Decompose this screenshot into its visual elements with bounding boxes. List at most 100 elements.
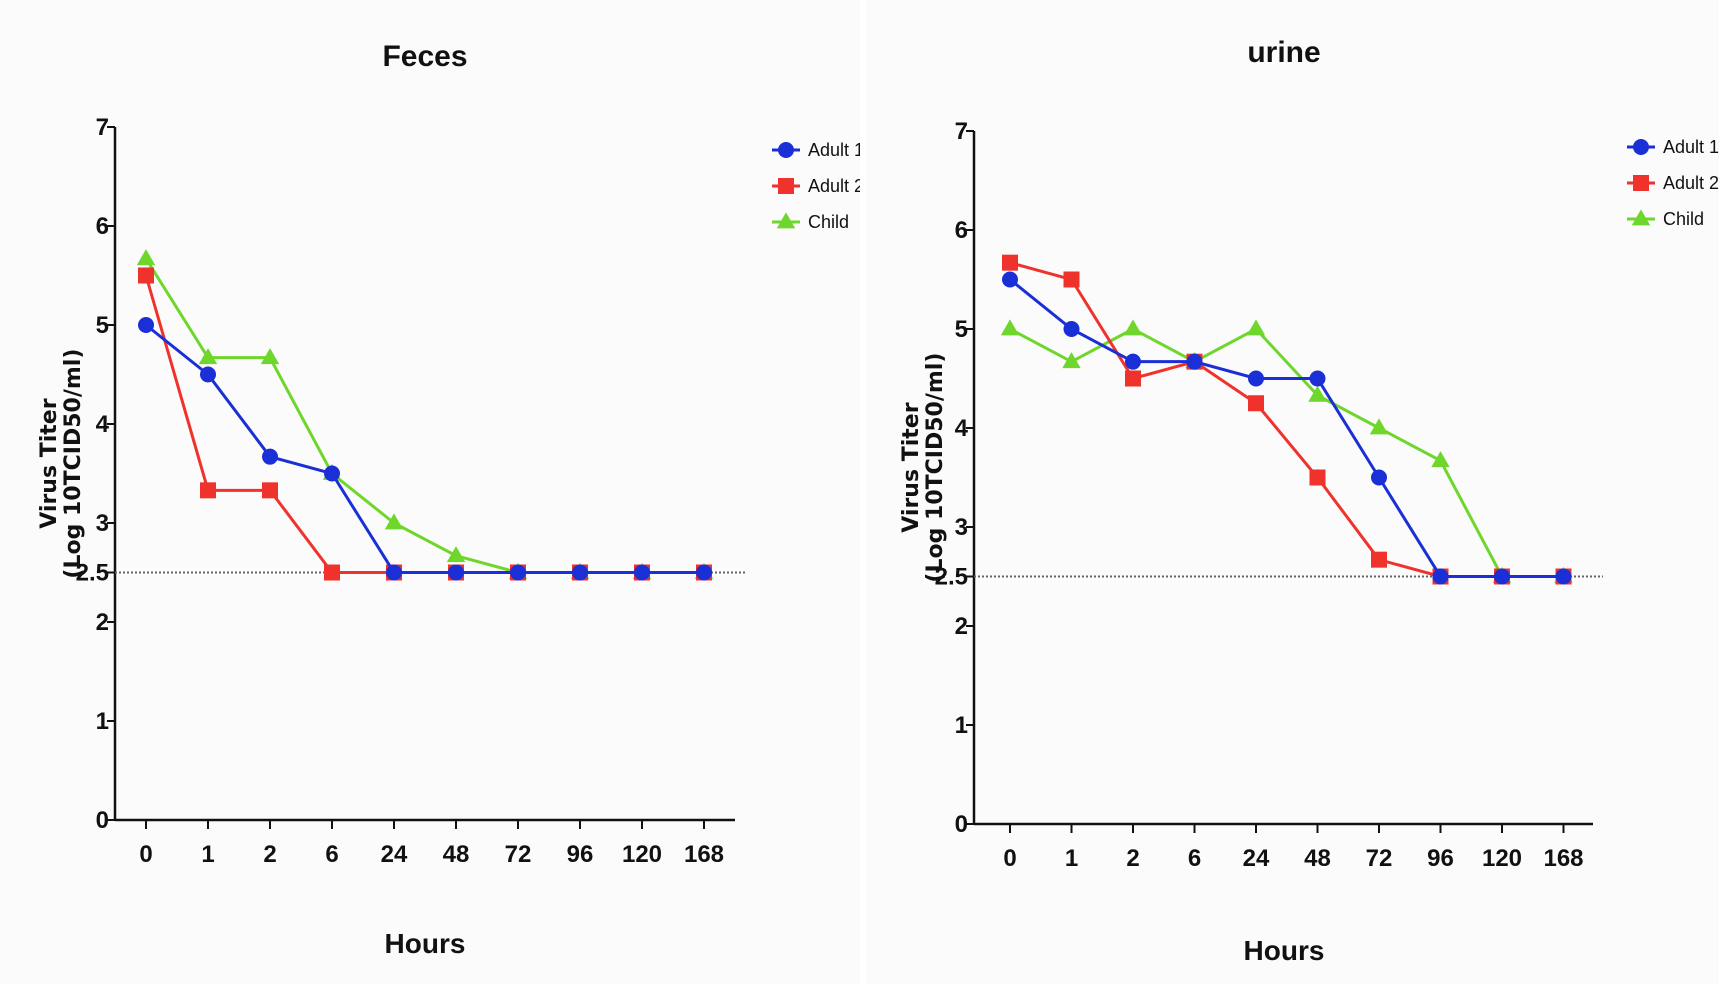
data-point-adult-1 [634,564,650,581]
series-line-child [144,257,704,574]
data-point-child [136,249,156,266]
data-point-adult-1 [1002,271,1018,288]
series-line-adult-2 [144,275,704,574]
x-tick-label: 24 [381,841,408,868]
y-axis-label-line: (Log 10TCID50/ml) [61,349,86,579]
x-tick-label: 48 [1304,845,1331,872]
x-tick-label: 72 [1366,845,1393,872]
x-tick-label: 120 [622,841,662,868]
y-tick-label: 5 [955,316,968,343]
x-tick-label: 1 [1065,845,1078,872]
x-tick-label: 2 [263,841,276,868]
y-tick-label: 4 [955,415,969,442]
feces-chart-panel: Feces Virus Titer(Log 10TCID50/ml) 0 1 2 2.5 3… [37,40,860,959]
x-tick-label: 168 [684,841,724,868]
y-tick-label: 3 [96,510,109,537]
legend-marker [778,178,794,194]
y-tick-label: 7 [96,114,109,141]
data-point-child [1431,451,1450,468]
x-tick-label: 120 [1482,845,1522,872]
y-tick-label: 6 [955,217,968,244]
y-tick-label: 2.5 [76,560,109,587]
x-tick-label: 0 [1003,845,1016,872]
data-point-adult-1 [200,366,216,383]
x-tick-label: 96 [1427,845,1454,872]
data-point-adult-1 [448,564,464,581]
data-point-adult-2 [324,564,340,581]
x-tick-label: 1 [201,841,214,868]
urine-chart-panel: urine Virus Titer(Log 10TCID50/ml) 0 1 2 2.5 3… [866,0,1719,984]
x-tick-label: 96 [567,841,594,868]
legend-marker [776,212,796,229]
data-point-adult-2 [1125,370,1141,387]
y-tick-label: 2.5 [935,564,968,591]
data-point-adult-1 [1309,370,1326,387]
series-line-child [1009,327,1564,578]
feces-chart: Feces Virus Titer(Log 10TCID50/ml) 0 1 2 2.5 3… [37,40,860,959]
y-axis-label: Virus Titer(Log 10TCID50/ml) [37,349,86,579]
urine-chart: urine Virus Titer(Log 10TCID50/ml) 0 1 2 2.5 3… [899,36,1719,966]
data-point-child [1308,385,1327,402]
y-tick-label: 6 [96,213,109,240]
data-point-adult-2 [1309,469,1326,486]
x-tick-label: 168 [1543,845,1583,872]
y-axis-label-line: Virus Titer [899,402,924,532]
chart-title: Feces [382,40,467,73]
data-point-adult-1 [1063,321,1080,337]
x-tick-label: 72 [505,841,532,868]
y-tick-label: 0 [96,807,109,834]
data-point-adult-1 [696,564,712,581]
legend-marker [1631,209,1651,226]
y-tick-label: 0 [955,811,968,838]
data-point-adult-1 [1432,568,1449,585]
data-point-adult-1 [262,448,278,465]
legend-label: Child [808,212,849,232]
data-point-adult-1 [1125,353,1141,370]
data-point-adult-2 [1063,271,1080,288]
data-point-adult-1 [138,317,154,333]
x-tick-label: 48 [443,841,470,868]
y-axis-label-line: (Log 10TCID50/ml) [923,353,948,583]
legend-label: Adult 2 [1663,173,1719,193]
data-point-adult-1 [1494,568,1510,585]
data-point-child [198,348,218,365]
series-line-adult-2 [1009,261,1564,578]
y-tick-label: 2 [955,613,968,640]
series-line-adult-1 [145,323,704,574]
data-point-adult-2 [200,482,216,499]
y-axis-label: Virus Titer(Log 10TCID50/ml) [899,353,948,583]
data-point-adult-1 [1555,568,1572,585]
data-point-child [1123,319,1143,336]
x-tick-label: 24 [1243,845,1270,872]
x-tick-label: 6 [1188,845,1201,872]
y-tick-label: 7 [955,118,968,145]
legend-marker [1633,175,1649,191]
data-point-adult-1 [324,465,340,482]
x-tick-label: 0 [139,841,152,868]
x-tick-label: 2 [1126,845,1139,872]
data-point-adult-2 [1248,395,1264,412]
data-point-adult-1 [1248,370,1264,387]
x-tick-label: 6 [325,841,338,868]
y-tick-label: 3 [955,514,968,541]
data-point-adult-1 [572,564,588,581]
y-axis-label-line: Virus Titer [37,398,62,528]
data-point-child [1246,319,1266,336]
data-point-child [384,513,404,530]
series-line-adult-1 [1009,278,1564,578]
legend-label: Child [1663,209,1704,229]
data-point-adult-1 [1371,469,1387,486]
data-point-child [260,348,280,365]
y-tick-label: 1 [955,712,968,739]
data-point-adult-2 [262,482,278,499]
legend-marker [1633,139,1649,155]
data-point-child [446,546,466,563]
legend-label: Adult 1 [808,140,860,160]
x-axis-label: Hours [1244,935,1325,966]
x-axis-label: Hours [385,928,466,959]
data-point-child [1000,319,1020,336]
chart-title: urine [1247,36,1320,69]
data-point-adult-1 [1186,353,1203,370]
legend-marker [778,142,794,158]
legend-label: Adult 2 [808,176,860,196]
